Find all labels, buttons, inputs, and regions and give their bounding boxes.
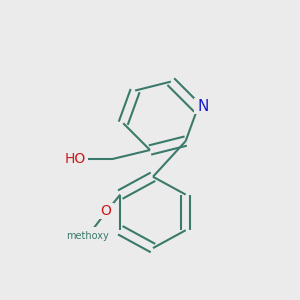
Bar (194, 98, 212, 114)
Text: N: N (197, 98, 208, 113)
Bar (71, 227, 104, 245)
Bar (97, 203, 114, 219)
Text: methoxy: methoxy (66, 231, 109, 241)
Bar (63, 151, 88, 167)
Text: HO: HO (65, 152, 86, 166)
Text: O: O (100, 204, 111, 218)
